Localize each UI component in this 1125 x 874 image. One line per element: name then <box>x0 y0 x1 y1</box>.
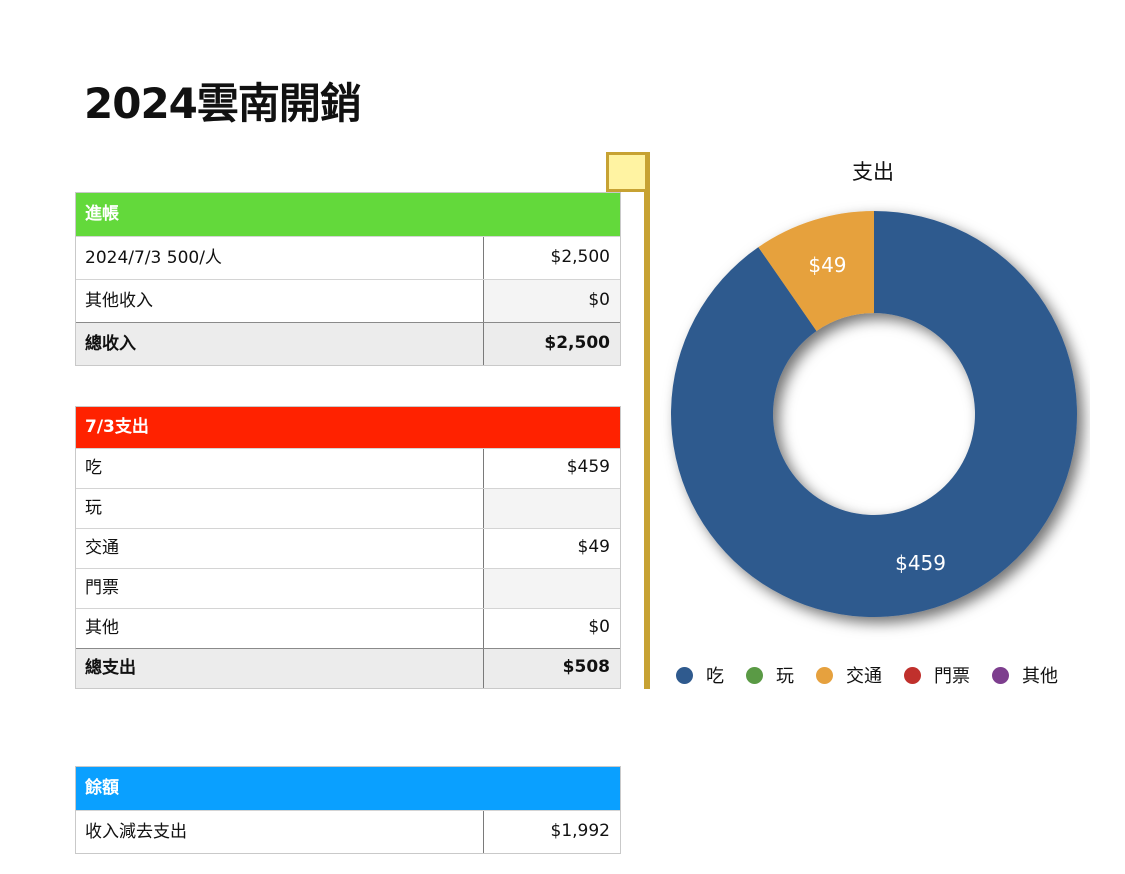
row-value[interactable]: $2,500 <box>484 237 620 279</box>
legend-swatch <box>816 666 833 684</box>
table-row[interactable]: 玩 <box>76 488 620 528</box>
table-row[interactable]: 吃 $459 <box>76 448 620 488</box>
row-value[interactable] <box>484 489 620 528</box>
legend-label: 吃 <box>706 666 724 687</box>
income-table: 進帳 2024/7/3 500/人 $2,500 其他收入 $0 總收入 $2,… <box>75 192 621 366</box>
row-value[interactable]: $508 <box>484 649 620 688</box>
expense-table-header: 7/3支出 <box>76 407 620 448</box>
row-label[interactable]: 吃 <box>76 449 484 488</box>
table-row[interactable]: 門票 <box>76 568 620 608</box>
row-label[interactable]: 玩 <box>76 489 484 528</box>
donut-chart[interactable]: $459 $49 <box>650 190 1090 650</box>
legend-item: 吃 <box>676 662 724 688</box>
page-title: 2024雲南開銷 <box>84 79 362 128</box>
legend-swatch <box>904 666 921 684</box>
row-label[interactable]: 其他 <box>76 609 484 648</box>
row-value[interactable]: $1,992 <box>484 811 620 853</box>
row-label[interactable]: 總收入 <box>76 323 484 365</box>
comment-marker-pole <box>644 152 650 689</box>
table-row[interactable]: 交通 $49 <box>76 528 620 568</box>
chart-title: 支出 <box>852 160 894 184</box>
pie-slice-0[interactable] <box>671 211 1077 617</box>
balance-table-header: 餘額 <box>76 767 620 810</box>
row-value[interactable]: $49 <box>484 529 620 568</box>
row-label[interactable]: 總支出 <box>76 649 484 688</box>
pie-slice-2[interactable] <box>758 211 874 331</box>
legend-label: 玩 <box>776 666 794 687</box>
slice-data-label: $459 <box>895 551 946 575</box>
total-income-row[interactable]: 總收入 $2,500 <box>76 322 620 365</box>
row-label[interactable]: 交通 <box>76 529 484 568</box>
row-value[interactable] <box>484 569 620 608</box>
legend-swatch <box>992 666 1009 684</box>
row-value[interactable]: $2,500 <box>484 323 620 365</box>
table-row[interactable]: 其他收入 $0 <box>76 279 620 322</box>
slice-data-label: $49 <box>808 253 846 277</box>
total-expense-row[interactable]: 總支出 $508 <box>76 648 620 688</box>
balance-table: 餘額 收入減去支出 $1,992 <box>75 766 621 854</box>
legend-label: 交通 <box>846 666 882 687</box>
legend-item: 玩 <box>746 662 794 688</box>
row-value[interactable]: $0 <box>484 609 620 648</box>
row-value[interactable]: $0 <box>484 280 620 322</box>
row-label[interactable]: 2024/7/3 500/人 <box>76 237 484 279</box>
legend-item: 其他 <box>992 662 1058 688</box>
legend-item: 交通 <box>816 662 882 688</box>
income-table-header: 進帳 <box>76 193 620 236</box>
table-row[interactable]: 其他 $0 <box>76 608 620 648</box>
expense-table: 7/3支出 吃 $459 玩 交通 $49 門票 其他 $0 總支出 $508 <box>75 406 621 689</box>
legend-item: 門票 <box>904 662 970 688</box>
table-row[interactable]: 收入減去支出 $1,992 <box>76 810 620 853</box>
legend-swatch <box>676 666 693 684</box>
chart-legend: 吃 玩 交通 門票 其他 <box>676 662 1080 688</box>
legend-swatch <box>746 666 763 684</box>
row-label[interactable]: 其他收入 <box>76 280 484 322</box>
row-label[interactable]: 收入減去支出 <box>76 811 484 853</box>
row-label[interactable]: 門票 <box>76 569 484 608</box>
row-value[interactable]: $459 <box>484 449 620 488</box>
comment-marker-flag[interactable] <box>606 152 648 192</box>
table-row[interactable]: 2024/7/3 500/人 $2,500 <box>76 236 620 279</box>
legend-label: 門票 <box>934 666 970 687</box>
legend-label: 其他 <box>1022 666 1058 687</box>
